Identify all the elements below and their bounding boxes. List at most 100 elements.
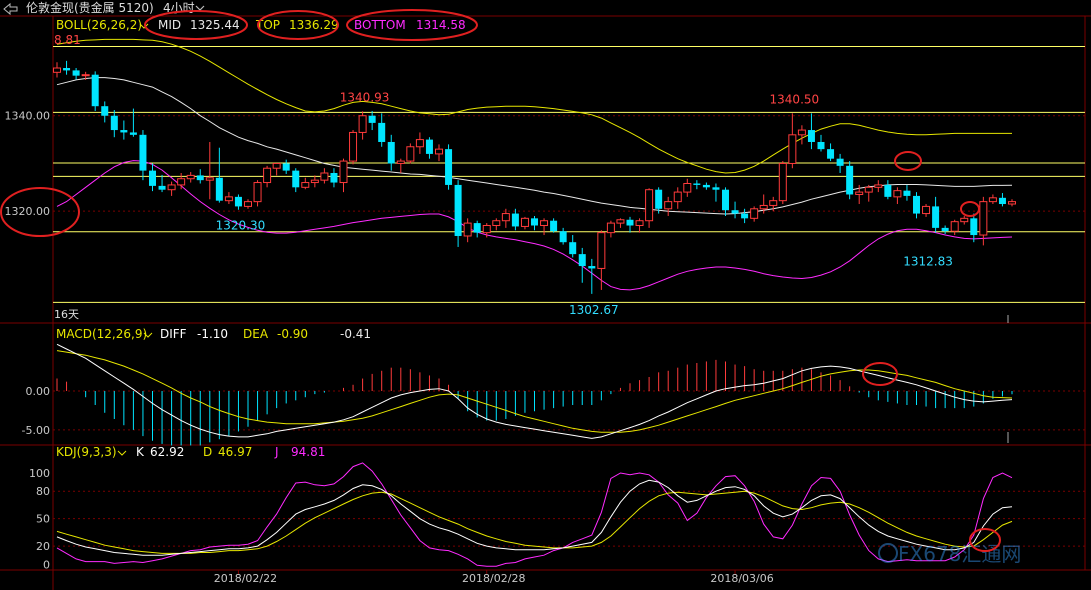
candle <box>72 68 80 80</box>
candle <box>406 143 415 164</box>
candle <box>960 215 969 225</box>
candle <box>817 134 825 152</box>
candle-body <box>645 189 654 222</box>
watermark-text: FX678汇通网 <box>898 542 1021 566</box>
candle-body <box>797 129 806 136</box>
candle-body <box>272 162 281 169</box>
candle <box>683 178 692 197</box>
candle-body <box>741 213 749 219</box>
candle <box>922 204 931 217</box>
candle-body <box>932 206 940 228</box>
candle <box>53 62 61 78</box>
candle-body <box>597 232 606 269</box>
x-axis-date-label: 2018/02/22 <box>214 572 277 585</box>
candle-body <box>855 191 864 195</box>
candle <box>445 144 453 190</box>
candle <box>846 161 854 200</box>
candle-body <box>550 220 558 232</box>
candle-body <box>310 179 319 184</box>
candle-body <box>91 74 99 107</box>
candle <box>81 71 90 80</box>
candle <box>855 184 864 205</box>
candle-body <box>387 141 395 164</box>
candle-body <box>368 115 376 123</box>
boll-top-line <box>56 38 1012 174</box>
candle-body <box>292 170 300 188</box>
candle-body <box>827 149 835 159</box>
candle <box>415 132 424 154</box>
candle <box>339 158 348 193</box>
candle <box>903 184 911 201</box>
candle-body <box>960 217 969 223</box>
back-arrow-icon[interactable] <box>3 2 18 16</box>
candle-body <box>177 178 186 186</box>
watermark-globe-icon <box>878 543 898 563</box>
chevron-down-icon[interactable] <box>117 450 127 456</box>
candle-body <box>702 184 710 188</box>
boll-mid-value: 1325.44 <box>190 18 240 32</box>
candle <box>310 175 319 188</box>
kdj-y-tick-label: 80 <box>36 485 50 498</box>
candle-body <box>950 221 959 232</box>
candle <box>463 218 472 243</box>
macd-hist-value: -0.41 <box>340 327 371 341</box>
annotation-ellipse <box>257 10 339 40</box>
candle-body <box>531 218 538 226</box>
candle-body <box>139 134 147 171</box>
candle <box>788 113 797 169</box>
candle-body <box>511 213 519 227</box>
candle <box>196 169 204 184</box>
annotations <box>0 9 1001 552</box>
candle <box>998 193 1006 207</box>
candle <box>520 216 529 230</box>
candle-body <box>53 67 61 73</box>
candle-body <box>979 201 988 236</box>
kdj-indicator-label: KDJ(9,3,3) <box>56 445 117 459</box>
macd-y-tick-label: 0.00 <box>26 385 51 398</box>
chevron-down-icon[interactable] <box>139 23 149 29</box>
candle-body <box>578 254 586 267</box>
kdj-k-name: K <box>136 445 145 459</box>
candle-body <box>750 208 759 219</box>
low-price-label: 1320.30 <box>216 219 266 233</box>
candle <box>950 219 959 236</box>
candle-body <box>110 115 118 131</box>
candle <box>511 208 519 231</box>
candle <box>540 218 549 236</box>
annotation-ellipse <box>894 151 922 171</box>
candle <box>979 196 988 246</box>
candle-body <box>358 115 367 133</box>
candle-body <box>731 210 739 214</box>
candle-body <box>874 184 883 188</box>
candle-body <box>588 266 596 269</box>
candle-body <box>396 160 405 164</box>
candle <box>473 220 481 238</box>
candle-body <box>626 219 634 226</box>
candle-body <box>378 122 386 142</box>
candle-body <box>244 201 252 207</box>
boll-bottom-line <box>56 160 1013 291</box>
candle-body <box>903 190 911 196</box>
candle <box>550 218 558 233</box>
candle <box>387 134 395 171</box>
back-arrow-shape <box>3 2 18 16</box>
candle-body <box>501 213 510 222</box>
candle <box>626 216 634 233</box>
candle <box>769 196 778 212</box>
candle <box>358 111 367 140</box>
candle-body <box>253 182 262 203</box>
candle <box>368 110 376 131</box>
candle <box>63 60 71 75</box>
kdj-y-tick-label: 100 <box>29 467 50 480</box>
candle-body <box>722 189 729 211</box>
kdj-d-name: D <box>203 445 212 459</box>
candle-body <box>81 74 90 77</box>
chevron-down-icon[interactable] <box>143 332 153 338</box>
kdj-y-tick-label: 50 <box>36 513 50 526</box>
macd-diff-name: DIFF <box>160 327 187 341</box>
candle <box>807 113 815 150</box>
chevron-down-icon <box>195 5 205 11</box>
boll-top-value: 1336.29 <box>289 18 339 32</box>
candle <box>205 141 214 200</box>
candle-body <box>559 231 567 243</box>
